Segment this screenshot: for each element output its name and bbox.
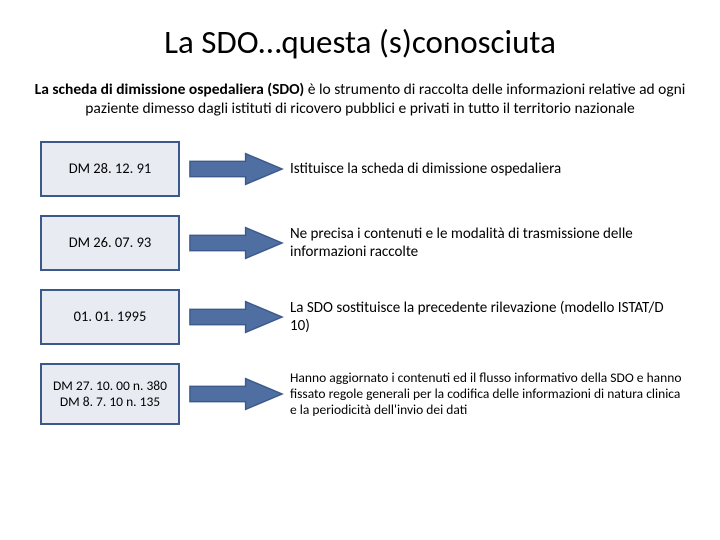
date-box-label: DM 26. 07. 93 (69, 234, 152, 251)
intro-bold: La scheda di dimissione ospedaliera (SDO… (35, 80, 305, 99)
timeline-row: DM 28. 12. 91 Istituisce la scheda di di… (40, 141, 692, 197)
slide-title: La SDO…questa (s)conosciuta (28, 22, 692, 62)
intro-paragraph: La scheda di dimissione ospedaliera (SDO… (28, 80, 692, 119)
arrow-icon (180, 223, 290, 263)
slide-container: La SDO…questa (s)conosciuta La scheda di… (0, 0, 720, 540)
arrow-icon (180, 149, 290, 189)
timeline-rows: DM 28. 12. 91 Istituisce la scheda di di… (28, 141, 692, 425)
timeline-row: DM 26. 07. 93 Ne precisa i contenuti e l… (40, 215, 692, 271)
date-box-label: DM 27. 10. 00 n. 380 DM 8. 7. 10 n. 135 (53, 378, 167, 409)
date-box-label: 01. 01. 1995 (74, 308, 147, 325)
arrow-icon (180, 374, 290, 414)
row-description: Istituisce la scheda di dimissione osped… (290, 160, 692, 178)
date-box: 01. 01. 1995 (40, 289, 180, 345)
timeline-row: 01. 01. 1995 La SDO sostituisce la prece… (40, 289, 692, 345)
timeline-row: DM 27. 10. 00 n. 380 DM 8. 7. 10 n. 135 … (40, 363, 692, 425)
date-box: DM 28. 12. 91 (40, 141, 180, 197)
row-description: La SDO sostituisce la precedente rilevaz… (290, 299, 692, 335)
date-box: DM 26. 07. 93 (40, 215, 180, 271)
arrow-icon (180, 297, 290, 337)
row-description: Ne precisa i contenuti e le modalità di … (290, 225, 692, 261)
row-description: Hanno aggiornato i contenuti ed il fluss… (290, 370, 692, 418)
date-box-label: DM 28. 12. 91 (69, 160, 152, 177)
date-box: DM 27. 10. 00 n. 380 DM 8. 7. 10 n. 135 (40, 363, 180, 425)
